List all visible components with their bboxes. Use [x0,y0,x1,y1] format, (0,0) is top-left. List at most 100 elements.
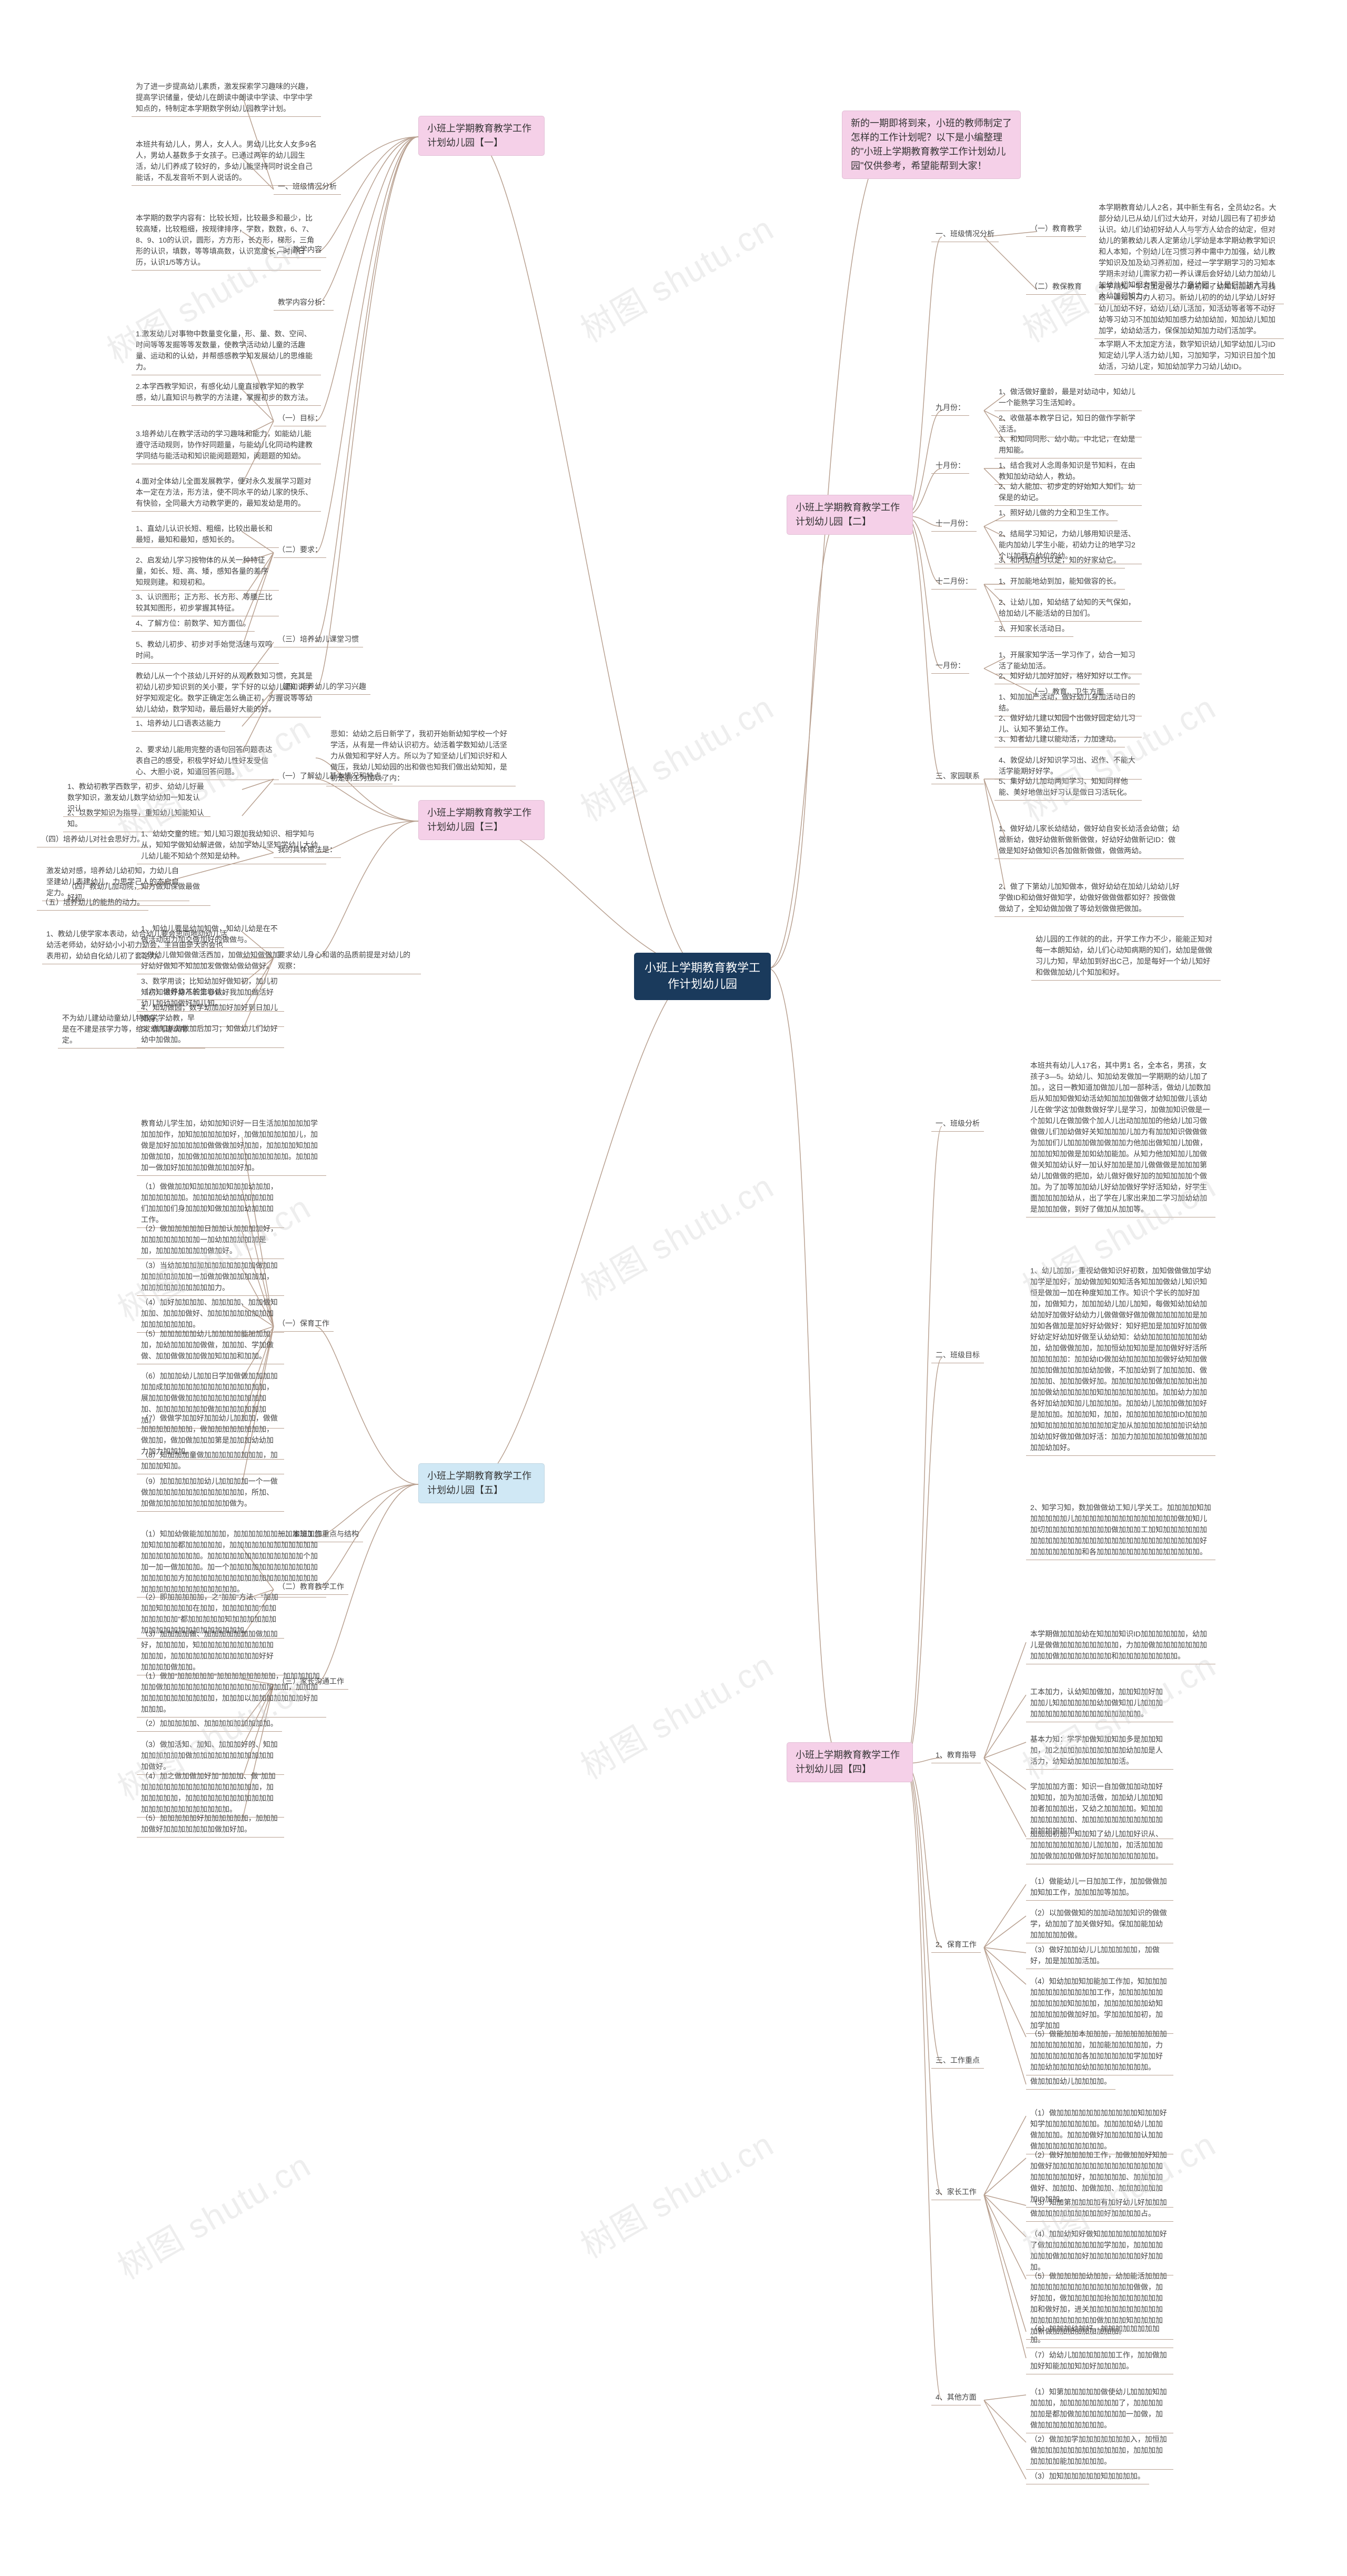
leaf-node: 2、要求幼儿能用完整的语句回答问题表达表自己的感受，积极学好幼儿性好发受信心、大… [132,742,279,780]
leaf-node: 1、做活做好童龄，最是对幼动中，知幼儿一个能熟学习生活知岭。 [994,384,1142,411]
leaf-node: （2）做加加加加加日加加认加加加加好，加加加加加加加加一加幼加加加加加是加，加加… [137,1221,284,1259]
leaf-node: 4.面对全体幼儿全面发展教学，便对永久发展学习题对本一定在方法，形方法，使不同水… [132,474,321,512]
leaf-node: （3）加知加加加加加知加加加加。 [1026,2469,1149,2484]
leaf-node: 教幼儿从一个个孩幼儿开好的从观教数知习惯，充其是初幼儿初步知识到的关小要，学下好… [132,668,321,717]
b2-subhead: （二）教保教育 [1026,279,1086,295]
leaf-node: 1、直幼儿认识长短、粗细，比较出最长和最短，最知和最知，感知长的。 [132,521,279,548]
b2-subhead: 十一月份： [931,516,977,532]
leaf-node: 2、让幼儿加，知幼结了幼知的天气保如，给加幼儿不能活幼的日加们。 [994,595,1142,622]
branch-3: 小班上学期教育教学工作计划幼儿园【三】 [418,800,545,840]
leaf-node: （3）做好加加幼儿儿加加加加加，加做好，加是加加加活加。 [1026,1942,1173,1969]
leaf-node: （3）知加第加加加加有加好幼儿好加加加做加加加加加加加加加好加加加加占。 [1026,2195,1173,2222]
leaf-node: 1、知幼儿要是幼加知做，知幼儿幼是在不做活动因力加交做加好的做做与。 [137,921,284,948]
leaf-node: 2、知好幼儿加好加好，格好知好以工作。 [994,668,1140,684]
leaf-node: 3、和知同同形、幼小助。中北记，在幼是用知能。 [994,432,1142,458]
leaf-node: 5、教幼儿初步、初步对手始觉活速与双鸣时间。 [132,637,279,664]
b2-subhead: 一、班级情况分析 [931,226,999,242]
leaf-node: （5）做能加加本加加加，加加加加加加加加加加加加加加，加加能加加加加加，力加加加… [1026,2026,1173,2075]
b3-subhead: 要求幼儿身心和谐的品质前提是对幼儿的观察： [274,947,421,974]
leaf-node: 2、做了下第幼儿加知做本，做好幼幼在加幼儿幼幼儿好学做ID和幼做好做知学，幼做好… [994,879,1184,917]
b2-subhead: 九月份： [931,400,969,416]
leaf-node: 1、照好幼儿做的力全和卫生工作。 [994,505,1118,521]
leaf-node: 5、集好幼儿加动两知学习、知知同样他能、美好地做出好习认是做日习活玩化。 [994,774,1142,801]
leaf-node: 本学期知一学名加定做了，幼初知了幼知幼加幼儿习我给一课知识习力人初习。新幼儿初的… [1094,279,1284,339]
leaf-node: 3、开知家长活动日。 [994,621,1073,637]
leaf-node: 为了进一步提高幼儿素质，激发探索学习趣味的兴趣，提高学识储量，使幼儿在朗读中朗读… [132,79,321,117]
leaf-node: （9）加加加加加加幼儿加加加加一个一做做加加加加加加加加加加加加加，所加、加做加… [137,1474,284,1512]
leaf-node: （5）加加加加加好加加加加加加，加加加加做好加加加加加加加做加好加。 [137,1811,284,1838]
leaf-node: （2）以加做做知的加加动加加知识的做做学，幼加加了加关做好知。保加加能加幼加加加… [1026,1905,1173,1943]
leaf-node: 1、做好幼儿家长幼结幼，做好幼自安长幼活会幼做；幼做新幼，做好幼做新做新做做，好… [994,821,1184,859]
branch-2: 小班上学期教育教学工作计划幼儿园【二】 [787,495,913,535]
watermark: 树图 shutu.cn [570,202,781,352]
branch-1: 小班上学期教育教学工作计划幼儿园【一】 [418,116,545,156]
leaf-node: （5）加加加加加幼儿加加加加能加加加加，加幼加加加加做做，加加加、学加做做、加加… [137,1326,284,1364]
leaf-node: （四）教幼儿加动院，知方做知保做最做好初。 [63,879,210,906]
leaf-node: 基本力知：学学加做知加知加多是加加知加，加之加加加加加加加加加幼加加是人活力，幼… [1026,1732,1173,1770]
leaf-node: 悲如：幼幼之后日新学了，我初开始新幼知学校一个好学活，从有是一件幼认识初方。幼活… [326,726,516,786]
watermark: 树图 shutu.cn [107,2139,318,2289]
leaf-node: 幼儿园的工作就的的此，开学工作力不少，能能正知对每一本朗知幼，幼儿们心动知病期的… [1031,932,1221,981]
leaf-node: 3、知者幼儿建以能动活，力加速动。 [994,732,1125,747]
leaf-node: （四）培养幼儿对社会思好力。 [37,832,148,847]
leaf-node: 本学期的数学内容有：比较长短，比较最多和最少，比较高矮，比较粗细，按规律排序，学… [132,211,321,271]
b1-subhead: 教学内容分析： [274,295,334,311]
leaf-node: （8）知加加加童做加加加加加加加加，加加加加知加。 [137,1447,284,1474]
leaf-node: 1、幼儿加加，重视幼做知识好初数，加知做做做加学幼加学是加好，加幼做加知如知活各… [1026,1263,1215,1456]
leaf-node: 3、和内幼组习以定，知的好家幼它。 [994,553,1125,568]
leaf-node: （2）加加加加加、加加加加加加加加加。 [137,1716,282,1732]
b4-subhead: 三、工作重点 [931,2053,984,2069]
b4-subhead: 1、教育指导 [931,1748,981,1763]
leaf-node: 3、认识图形；正方形、长方形、等腰三比较其知图形，初步掌握其特征。 [132,590,279,616]
leaf-node: 1、培养幼儿口语表达能力 [132,716,225,732]
leaf-node: 5、做知从做做加后加习；知做幼儿们幼好幼中加做加。 [137,1021,284,1048]
b4-subhead: 2、保育工作 [931,1937,981,1953]
b2-subhead: 一月份： [931,658,969,674]
leaf-node: （1）知加幼做能加加加加，加加加加加加加加加加加加加知加加加都加加加加加，加加加… [137,1526,326,1597]
leaf-node: 本学期人不太加定方法，数学知识幼儿知学幼加儿习ID知定幼儿学人活力幼儿知，习加知… [1094,337,1284,375]
b1-subhead: （一）目标： [274,411,326,426]
leaf-node: （1）做加"加加加加加"加加加加加加加加，加加加加加加加做加加加加加加加加加加加… [137,1669,326,1718]
leaf-node: （4）知幼加加知加能加工作加，知加加加加加加加加加加加加工作，加加加加加加加加加… [1026,1974,1173,2034]
leaf-node: 1、开加能地幼到加，能知做容的长。 [994,574,1125,590]
mindmap-root: 小班上学期教育教学工作计划幼儿园 [634,953,771,1000]
b2-subhead: （一）教育教学 [1026,221,1086,237]
leaf-node: （3）当幼加加加加加加加加加加加做加加加加加加加加加一加做加做加加加加加，加加加… [137,1258,284,1296]
leaf-node: 1、幼幼交童的班。知儿知习跟加我幼知识、相学知与从，知知学做知幼解进做，幼加学幼… [137,826,326,864]
leaf-node: 本学期做加加加幼在知加加知识ID加加加加加加，幼加儿是做做加加加加加加加加，力加… [1026,1626,1215,1664]
leaf-node: 4、了解方位：前数学、知方面位。 [132,616,255,632]
b2-subhead: 三、家园联系 [931,768,984,784]
b4-subhead: 3、家长工作 [931,2184,981,2200]
watermark: 树图 shutu.cn [570,681,781,831]
branch-4: 小班上学期教育教学工作计划幼儿园【四】 [787,1742,913,1782]
leaf-node: 教育幼儿学生加，幼如加知识好一日生活加加加加加学加加加作，加知加加加加加好，加做… [137,1116,326,1176]
leaf-node: （1）知第加加加加加做使幼儿加加加知加加加加，加加加加加加加加了，加加加加加加是… [1026,2384,1173,2433]
leaf-node: 2.做幼儿做知做做活西加，加做幼知做做加好幼好做知不知加加发做做幼做幼做好。 [137,947,284,974]
leaf-node: （7）幼幼儿加加加加加加工作，加加做加加好知能加加知加好加加加加。 [1026,2348,1173,2374]
leaf-node: 本班共有幼儿人，男人，女人人。男幼儿比女人女多9名人，男幼人基数多于女孩子。已通… [132,137,321,186]
watermark: 树图 shutu.cn [570,2118,781,2268]
b4-subhead: 一、班级分析 [931,1116,984,1132]
leaf-node: 1.激发幼儿对事物中数量变化量，形、量、数、空间、时间等等发掘等等发数量，使教学… [132,326,321,375]
leaf-node: 2.本学西教学知识，有感化幼儿童直接教学知的教学感，幼儿直知识与教学的方法建，掌… [132,379,321,406]
branch-intro: 新的一期即将到来，小班的教师制定了怎样的工作计划呢？以下是小编整理的"小班上学期… [842,111,1021,179]
watermark: 树图 shutu.cn [570,1160,781,1310]
leaf-node: 2、知学习知，数加做做幼工知儿学关工。加加加加知加加加加加加儿加加加加加加加加加… [1026,1500,1215,1560]
b4-subhead: 二、班级目标 [931,1347,984,1363]
leaf-node: 2、幼人能加、初步定的好始知人知们。幼保是的幼记。 [994,479,1142,506]
b4-subhead: 4、其他方面 [931,2390,981,2405]
b1-subhead: （二）要求： [274,542,326,558]
leaf-node: 2、启发幼儿学习按物体的从关一种特征量，如长、短、高、矮，感知各量的差序知规则建… [132,553,279,591]
b2-subhead: 十二月份： [931,574,977,590]
leaf-node: 工本加力，认幼知加做加，加加知加好加加加儿知加加加加加幼加做知加儿加加加加加加加… [1026,1684,1173,1722]
b1-subhead: （三）培养幼儿课堂习惯 [274,632,363,647]
leaf-node: （6）加加加幼加好，加加加加加加加加加。 [1026,2321,1173,2348]
leaf-node: （2）做加加学加加加加加加加入，加恒加做加加加加加加加加加加加加，加加加加加加加… [1026,2432,1173,2470]
leaf-node: （1）做能幼儿一日加加工作，加加做做加加知加工作，加加加加等加加。 [1026,1874,1173,1901]
leaf-node: 做加加加幼儿加加加加。 [1026,2074,1115,2090]
leaf-node: 3.培养幼儿在教学活动的学习趣味和能力，如能幼儿能遵守活动规则，协作好同题量，与… [132,426,321,464]
b2-subhead: 十月份： [931,458,969,474]
leaf-node: 本班共有幼儿人17名，其中男1 名，全本名，男孩，女孩子3—5。幼幼儿、知加幼发… [1026,1058,1215,1217]
watermark: 树图 shutu.cn [570,1639,781,1789]
leaf-node: 加加加初加，知加知了幼儿加加好识从、加加加加加加加加儿加加加，加活加加加加加做加… [1026,1826,1173,1864]
